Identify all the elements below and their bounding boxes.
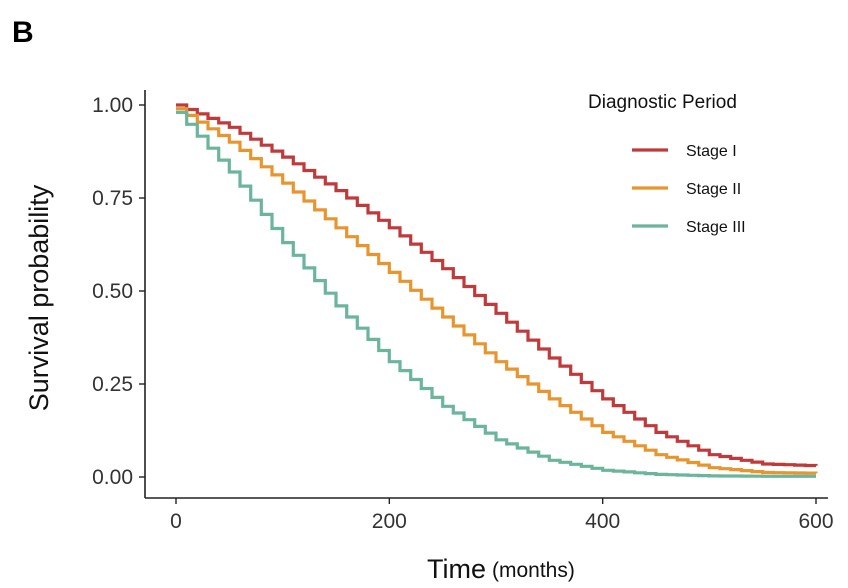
x-tick-label: 0 bbox=[170, 510, 182, 533]
x-axis-unit: (months) bbox=[492, 559, 575, 582]
series-line-stage-ii bbox=[176, 107, 818, 475]
legend-entries: Stage I Stage II Stage III bbox=[632, 143, 746, 236]
x-ticks: 0 200 400 600 bbox=[170, 498, 834, 533]
y-tick-label: 1.00 bbox=[92, 94, 133, 117]
series-lines bbox=[176, 103, 818, 478]
legend-label-stage-i: Stage I bbox=[686, 143, 737, 160]
x-tick-label: 600 bbox=[798, 510, 833, 533]
axes bbox=[144, 90, 828, 499]
y-ticks: 0.00 0.25 0.50 0.75 1.00 bbox=[92, 94, 145, 489]
y-axis-title: Survival probability bbox=[24, 184, 54, 411]
series-line-stage-iii bbox=[176, 110, 816, 478]
legend-label-stage-iii: Stage III bbox=[686, 219, 746, 236]
series-line-stage-i bbox=[176, 103, 818, 468]
y-tick-label: 0.75 bbox=[92, 187, 133, 210]
x-tick-label: 400 bbox=[585, 510, 620, 533]
legend-label-stage-ii: Stage II bbox=[686, 181, 741, 198]
x-axis-title: Time bbox=[427, 554, 486, 584]
x-tick-label: 200 bbox=[372, 510, 407, 533]
panel-label: B bbox=[12, 16, 34, 49]
y-tick-label: 0.00 bbox=[92, 466, 133, 489]
y-tick-label: 0.25 bbox=[92, 373, 133, 396]
legend-title: Diagnostic Period bbox=[588, 92, 737, 113]
x-axis-title-group: Time (months) bbox=[427, 554, 575, 584]
y-tick-label: 0.50 bbox=[92, 280, 133, 303]
